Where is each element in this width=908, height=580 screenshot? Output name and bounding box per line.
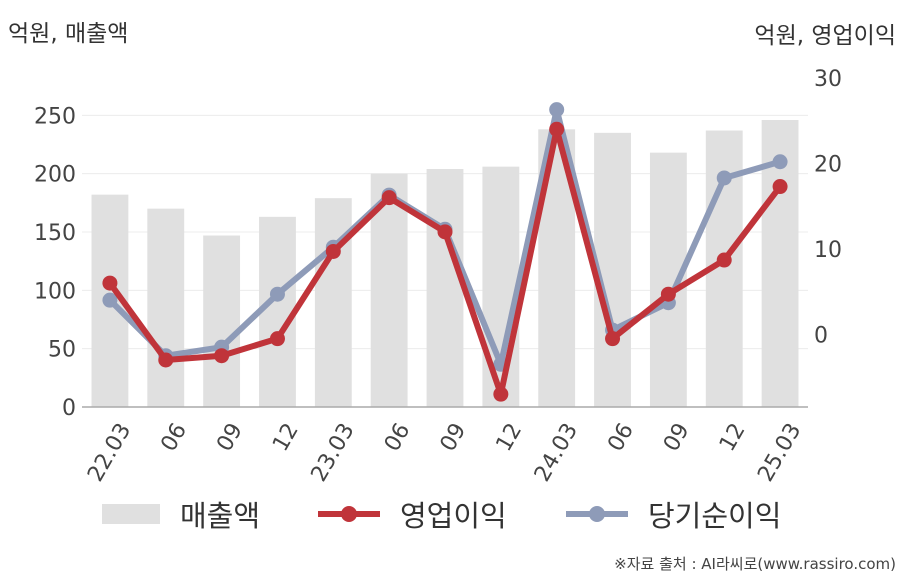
left-tick-label: 150 [34,221,76,246]
x-tick-label: 09 [436,419,472,456]
legend-item-operating-profit: 영업이익 [318,492,507,536]
x-tick-label: 09 [659,419,695,456]
data-point [716,170,732,186]
right-axis-unit-label: 억원, 영업이익 [754,23,896,49]
legend-label: 당기순이익 [648,499,782,533]
legend-dot-swatch [341,506,357,522]
line-series [102,102,788,402]
x-tick-label: 06 [603,419,639,456]
data-point [102,275,118,291]
legend-item-net-income: 당기순이익 [566,492,781,536]
left-tick-label: 200 [34,163,76,188]
legend: 매출액 영업이익 당기순이익 [0,492,908,536]
source-credit: ※자료 출처 : AI라씨로(www.rassiro.com) [614,555,896,573]
x-tick-label: 06 [156,419,192,456]
legend-swatch-line [318,506,380,522]
legend-swatch-line [566,506,628,522]
left-tick-label: 100 [34,279,76,304]
data-point [158,352,174,368]
x-tick-label: 06 [380,419,416,456]
bar-revenue [147,208,185,407]
data-point [772,179,788,195]
legend-dot-swatch [589,506,605,522]
right-tick-label: 10 [814,238,842,263]
data-point [493,386,509,402]
data-point [269,286,285,302]
right-tick-label: 0 [814,323,828,348]
data-point [716,252,732,268]
x-tick-label: 25.03 [753,419,806,486]
x-tick-label: 22.03 [83,419,136,486]
left-tick-label: 50 [48,338,76,363]
legend-item-revenue: 매출액 [102,492,260,536]
bar-revenue [314,198,352,407]
bar-series [91,120,799,408]
data-point [605,331,621,347]
data-point [269,331,285,347]
bar-revenue [259,216,296,407]
legend-label: 영업이익 [400,499,507,533]
left-tick-label: 250 [34,104,76,129]
right-tick-label: 30 [814,67,842,92]
x-tick-label: 09 [212,419,248,456]
x-tick-label: 12 [492,419,528,456]
data-point [549,102,565,118]
legend-bar-swatch [102,504,160,524]
data-point [214,348,230,364]
data-point [437,224,453,240]
legend-swatch-bar [102,504,160,524]
left-axis-unit-label: 억원, 매출액 [8,21,129,47]
data-point [660,286,676,302]
x-tick-label: 12 [268,419,304,456]
data-point [549,121,565,137]
legend-label: 매출액 [180,499,261,533]
x-tick-label: 24.03 [530,419,583,486]
data-point [102,292,118,308]
right-tick-label: 20 [814,152,842,177]
left-tick-label: 0 [62,396,76,421]
data-point [325,243,341,259]
data-point [381,190,397,206]
data-point [772,154,788,170]
bar-revenue [426,169,464,407]
x-tick-label: 12 [715,419,751,456]
bar-revenue [203,235,241,407]
x-tick-label: 23.03 [307,419,360,486]
